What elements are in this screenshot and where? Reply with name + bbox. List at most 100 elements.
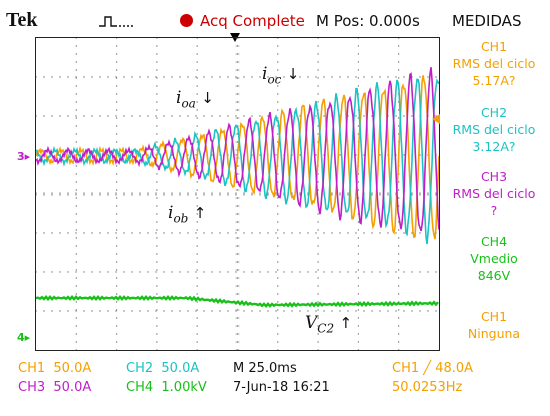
measure-ch2[interactable]: CH2 RMS del ciclo 3.12A? — [452, 105, 536, 154]
grid-dot — [203, 271, 205, 273]
grid-dot — [347, 232, 349, 234]
grid-dot — [75, 293, 77, 295]
grid-dot — [277, 85, 279, 87]
grid-dot — [277, 53, 279, 55]
grid-dot — [75, 232, 77, 234]
grid-dot — [195, 154, 197, 156]
grid-dot — [115, 85, 118, 87]
grid-dot — [323, 115, 325, 117]
grid-dot — [156, 149, 158, 151]
grid-dot — [115, 229, 118, 231]
timebase-readout: M 25.0ms — [233, 361, 297, 376]
grid-dot — [299, 271, 301, 273]
grid-dot — [123, 310, 125, 312]
grid-dot — [323, 232, 325, 234]
grid-dot — [277, 133, 279, 135]
grid-dot — [115, 38, 118, 39]
grid-dot — [371, 271, 373, 273]
grid-dot — [243, 271, 245, 273]
grid-dot — [307, 271, 309, 273]
grid-dot — [317, 38, 319, 39]
grid-dot — [156, 269, 158, 271]
grid-dot — [36, 76, 37, 78]
grid-dot — [156, 125, 158, 127]
grid-dot — [115, 341, 118, 343]
grid-dot — [277, 293, 279, 295]
grid-dot — [277, 93, 279, 95]
grid-dot — [283, 271, 285, 273]
grid-dot — [323, 310, 325, 312]
grid-dot — [75, 341, 77, 343]
grid-dot — [203, 232, 205, 234]
grid-dot — [251, 232, 253, 234]
grid-dot — [398, 269, 400, 271]
grid-dot — [357, 277, 360, 279]
grid-dot — [317, 125, 319, 127]
measure-ch1-none[interactable]: CH1 Ninguna — [467, 309, 521, 341]
grid-dot — [227, 232, 229, 234]
grid-dot — [115, 133, 118, 135]
grid-dot — [315, 76, 317, 78]
grid-dot — [299, 76, 301, 78]
grid-dot — [75, 53, 77, 55]
grid-dot — [363, 232, 365, 234]
grid-dot — [99, 271, 101, 273]
grid-dot — [156, 77, 158, 79]
measure-ch3[interactable]: CH3 RMS del ciclo? — [452, 169, 536, 218]
grid-dot — [147, 271, 149, 273]
grid-dot — [171, 115, 173, 117]
grid-dot — [156, 237, 158, 239]
grid-dot — [419, 310, 421, 312]
grid-dot — [75, 285, 77, 287]
grid-dot — [196, 221, 198, 223]
grid-dot — [67, 271, 69, 273]
grid-dot — [156, 133, 158, 135]
measure-ch4[interactable]: CH4 Vmedio 846V — [470, 234, 518, 283]
grid-dot — [196, 333, 198, 335]
grid-dot — [115, 53, 118, 55]
grid-dot — [315, 232, 317, 234]
grid-dot — [398, 53, 400, 55]
grid-dot — [115, 189, 118, 191]
grid-dot — [235, 232, 237, 234]
grid-dot — [317, 101, 319, 103]
grid-dot — [196, 165, 198, 167]
grid-dot — [196, 213, 198, 215]
waveform-display — [35, 37, 440, 351]
grid-dot — [115, 109, 118, 111]
grid-dot — [196, 38, 198, 39]
grid-dot — [75, 45, 77, 47]
grid-dot — [398, 285, 400, 287]
grid-dot — [99, 310, 101, 312]
grid-dot — [211, 310, 213, 312]
grid-dot — [277, 38, 279, 39]
grid-dot — [163, 115, 165, 117]
grid-dot — [75, 325, 77, 327]
grid-dot — [75, 69, 77, 71]
grid-dot — [163, 232, 165, 234]
grid-dot — [357, 253, 360, 255]
grid-dot — [91, 271, 93, 273]
grid-dot — [51, 115, 53, 117]
measure-ch1[interactable]: CH1 RMS del ciclo 5.17A? — [452, 39, 536, 88]
grid-dot — [36, 310, 37, 312]
grid-dot — [196, 45, 198, 47]
waveform-ch4 — [36, 294, 439, 309]
grid-dot — [277, 285, 279, 287]
grid-dot — [59, 271, 61, 273]
grid-dot — [419, 271, 421, 273]
grid-dot — [267, 232, 269, 234]
grid-dot — [156, 253, 158, 255]
grid-dot — [139, 271, 141, 273]
grid-dot — [156, 317, 158, 319]
grid-dot — [357, 229, 360, 231]
grid-dot — [355, 76, 357, 78]
grid-dot — [395, 310, 397, 312]
grid-dot — [211, 115, 213, 117]
grid-dot — [195, 115, 197, 117]
grid-dot — [75, 229, 77, 231]
grid-dot — [379, 232, 381, 234]
grid-dot — [355, 310, 357, 312]
grid-dot — [99, 76, 101, 78]
grid-dot — [196, 181, 198, 183]
